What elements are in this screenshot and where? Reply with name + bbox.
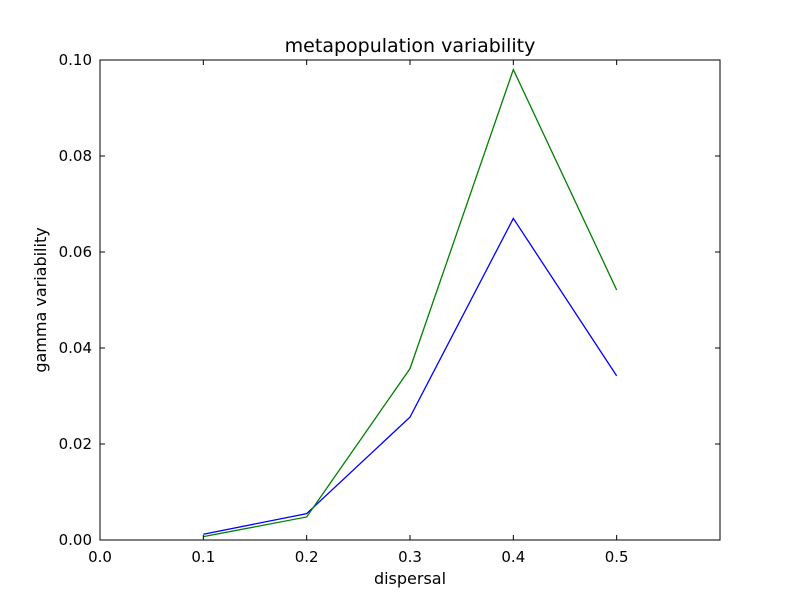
y-tick-label: 0.10 — [59, 51, 92, 69]
plot-area — [99, 59, 721, 541]
x-tick-label: 0.4 — [501, 548, 525, 566]
x-axis-label: dispersal — [374, 569, 446, 588]
y-tick-label: 0.00 — [59, 531, 92, 549]
series-line-1 — [203, 217, 618, 535]
x-tick-label: 0.5 — [605, 548, 629, 566]
y-axis-label: gamma variability — [31, 227, 50, 372]
x-tick-label: 0.2 — [295, 548, 319, 566]
x-tick-label: 0.0 — [88, 548, 112, 566]
x-tick-label: 0.3 — [398, 548, 422, 566]
x-tick-label: 0.1 — [191, 548, 215, 566]
chart-title: metapopulation variability — [285, 35, 536, 57]
series-line-2 — [203, 67, 618, 538]
y-tick-label: 0.04 — [59, 339, 92, 357]
y-tick-label: 0.06 — [59, 243, 92, 261]
ticks-layer: 0.0 0.1 0.2 0.3 0.4 0.5 0.00 0.02 0.04 0.06 0.08 0.… — [59, 51, 720, 566]
series-layer — [203, 67, 618, 538]
y-tick-label: 0.02 — [59, 435, 92, 453]
y-tick-label: 0.08 — [59, 147, 92, 165]
